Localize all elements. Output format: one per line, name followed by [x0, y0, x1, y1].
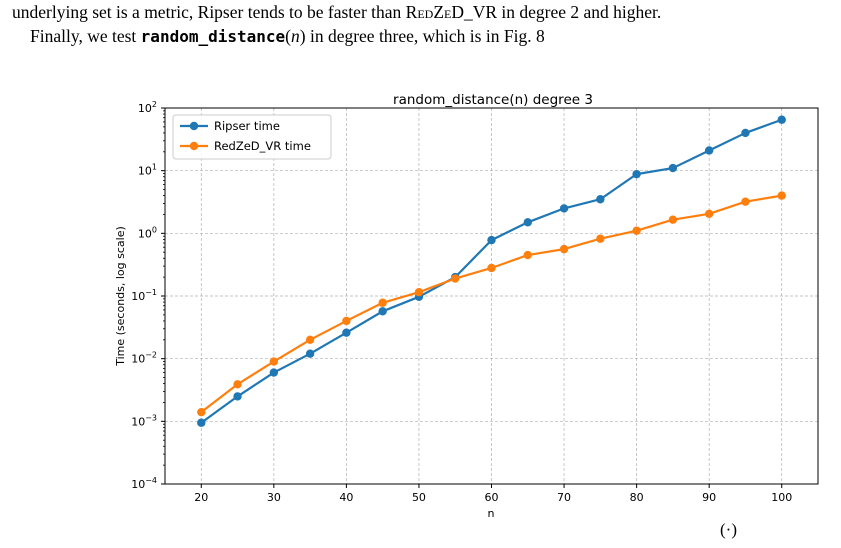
data-point — [704, 146, 714, 155]
line2-text-a: Finally, we test — [30, 26, 141, 46]
legend-redzed-marker — [189, 141, 199, 151]
data-point — [559, 204, 569, 213]
data-point — [777, 191, 786, 200]
figure-chart: random_distance(n) degree 3 20 30 40 50 60 70… — [114, 92, 819, 520]
x-tick-label: 90 — [702, 491, 716, 504]
chart-title: random_distance(n) degree 3 — [393, 92, 593, 108]
legend-ripser-marker — [189, 121, 199, 131]
line1-smallcaps: RedZeD_VR — [405, 2, 498, 22]
data-point — [596, 234, 605, 243]
axes: 20 30 40 50 60 70 80 90 100 10−4 10−3 10−2 10−1 100 10… — [131, 100, 792, 504]
data-point — [487, 235, 496, 245]
x-axis-label: n — [488, 507, 495, 520]
line1-text-a: underlying set is a metric, Ripser tends… — [12, 2, 406, 22]
series-layer — [197, 115, 786, 427]
line2-paren-close: ) — [299, 26, 306, 46]
line2-var: n — [291, 26, 300, 46]
data-point — [342, 316, 351, 326]
data-point — [451, 274, 460, 283]
data-point — [305, 335, 315, 345]
y-tick-label: 100 — [138, 225, 157, 240]
data-point — [668, 215, 678, 224]
y-tick-label: 10−2 — [131, 351, 157, 366]
line2-code: random_distance — [140, 27, 286, 46]
x-tick-label: 50 — [412, 491, 426, 504]
legend-box — [172, 114, 332, 160]
data-point — [414, 287, 424, 297]
data-point — [233, 392, 242, 401]
x-tick-label: 30 — [267, 491, 281, 504]
data-point — [596, 195, 605, 204]
y-tick-label: 101 — [138, 163, 157, 178]
data-point — [632, 226, 641, 235]
x-tick-label: 80 — [630, 491, 644, 504]
data-point — [233, 380, 242, 389]
line1-text-b: in degree 2 and higher. — [497, 2, 662, 22]
data-point — [378, 307, 387, 316]
data-point — [342, 328, 351, 337]
data-point — [269, 357, 279, 366]
line2-text-b: in degree three, which is in Fig. 8 — [305, 26, 545, 46]
data-point — [487, 263, 496, 273]
data-point — [523, 250, 532, 260]
data-point — [777, 115, 786, 124]
x-tick-label: 100 — [771, 491, 792, 504]
x-tick-label: 70 — [557, 491, 571, 504]
legend-ripser-label: Ripser time — [214, 119, 280, 133]
y-tick-label: 10−3 — [131, 413, 157, 428]
data-point — [741, 197, 750, 206]
x-tick-label: 40 — [339, 491, 353, 504]
data-point — [668, 163, 678, 173]
data-point — [559, 244, 569, 254]
body-text-line-2: Finally, we test random_distance(n) in d… — [30, 26, 545, 47]
data-point — [197, 407, 206, 417]
y-axis-label: Time (seconds, log scale) — [114, 226, 127, 367]
y-tick-label: 10−1 — [131, 288, 157, 303]
data-point — [523, 218, 532, 227]
data-point — [378, 298, 387, 307]
data-point — [269, 368, 279, 377]
y-tick-label: 102 — [138, 100, 157, 115]
data-point — [704, 209, 714, 218]
grid — [165, 107, 818, 485]
x-tick-label: 60 — [485, 491, 499, 504]
data-point — [305, 349, 315, 358]
caption-fragment: (·) — [720, 520, 737, 539]
x-tick-label: 20 — [194, 491, 208, 504]
data-point — [632, 169, 641, 179]
data-point — [197, 418, 206, 427]
line2-paren-open: ( — [285, 26, 291, 46]
legend-redzed-label: RedZeD_VR time — [214, 139, 311, 153]
body-text-line-1: underlying set is a metric, Ripser tends… — [12, 2, 661, 23]
legend: Ripser time RedZeD_VR time — [172, 114, 332, 160]
data-point — [741, 128, 750, 138]
y-tick-label: 10−4 — [131, 476, 157, 491]
